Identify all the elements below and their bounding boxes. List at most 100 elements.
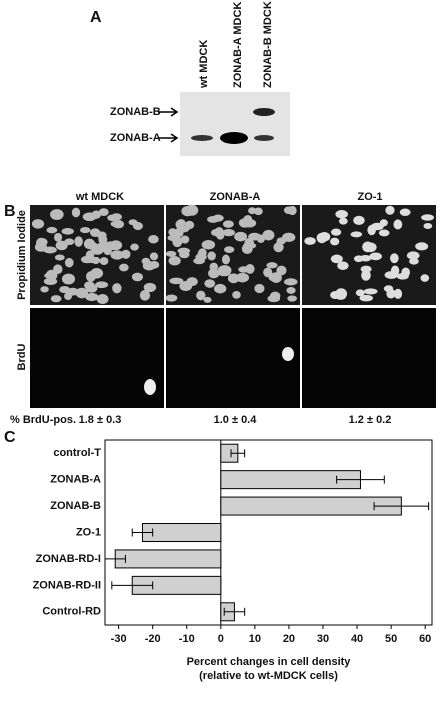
nucleus	[318, 231, 331, 242]
nucleus	[287, 295, 297, 302]
nucleus	[379, 219, 388, 227]
nucleus	[139, 289, 151, 301]
nucleus	[337, 261, 349, 270]
x-tick-label: -30	[111, 633, 127, 645]
y-tick-label: ZONAB-A	[50, 474, 101, 486]
nucleus	[96, 294, 109, 305]
lane-label: ZONAB-B MDCK	[262, 1, 274, 88]
nucleus	[80, 227, 91, 234]
nucleus	[204, 279, 216, 288]
nucleus	[51, 210, 61, 217]
nucleus	[262, 229, 275, 241]
nucleus	[396, 272, 409, 280]
nucleus	[207, 215, 220, 223]
footer-value: 1.0 ± 0.4	[214, 414, 258, 426]
nucleus	[353, 255, 364, 263]
nucleus	[95, 281, 109, 289]
nucleus	[82, 212, 97, 222]
x-tick-label: 60	[419, 633, 431, 645]
nucleus	[165, 250, 177, 257]
panel-letter: B	[4, 203, 16, 220]
x-tick-label: 10	[249, 633, 261, 645]
bar-chart: -30 -20 -10 0 10 20 30 40 50 60 Percent changes in…	[33, 439, 433, 682]
nucleus	[50, 295, 62, 303]
nucleus	[64, 238, 75, 246]
micrograph	[166, 308, 300, 408]
nucleus	[273, 242, 284, 253]
nucleus	[45, 269, 58, 281]
micrographs	[30, 204, 436, 408]
y-tick-label: ZONAB-RD-I	[36, 553, 101, 565]
nucleus	[90, 267, 104, 279]
nucleus	[235, 272, 250, 283]
nucleus	[46, 226, 58, 234]
nucleus	[386, 288, 396, 299]
nucleus	[106, 241, 115, 248]
nucleus	[390, 253, 399, 264]
nucleus	[203, 296, 212, 303]
nucleus	[222, 228, 235, 237]
nucleus	[210, 229, 221, 236]
nucleus	[420, 274, 430, 282]
nucleus	[107, 214, 118, 222]
nucleus	[286, 286, 296, 294]
nucleus	[197, 250, 206, 257]
nucleus	[214, 283, 227, 294]
nucleus	[179, 281, 193, 292]
nucleus	[181, 205, 194, 217]
nucleus	[149, 252, 159, 261]
y-tick-label: control-T	[53, 447, 101, 459]
nucleus	[248, 232, 261, 241]
panel-letter: A	[90, 9, 102, 26]
nucleus	[40, 286, 49, 293]
x-tick-label: 30	[317, 633, 329, 645]
nucleus	[74, 236, 83, 247]
nucleus	[110, 220, 123, 228]
band-label: ZONAB-B	[110, 106, 161, 118]
error-bar	[223, 607, 246, 616]
error-bar	[111, 581, 154, 590]
band	[220, 132, 248, 144]
nucleus	[423, 222, 433, 230]
nucleus	[224, 246, 235, 254]
nucleus	[385, 205, 395, 215]
nucleus	[121, 249, 131, 259]
nucleus	[338, 217, 348, 225]
x-tick-label: 20	[283, 633, 295, 645]
nucleus	[234, 231, 248, 242]
arrows	[158, 107, 179, 143]
x-tick-label: -20	[145, 633, 161, 645]
nucleus	[54, 232, 63, 242]
y-tick-label: ZO-1	[76, 526, 101, 538]
column-title: wt MDCK	[75, 191, 124, 203]
error-bar	[104, 554, 126, 563]
nucleus	[90, 245, 104, 255]
footer-label: % BrdU-pos.	[10, 414, 76, 426]
nucleus	[165, 294, 178, 302]
nucleus	[75, 287, 89, 299]
nucleus	[149, 260, 160, 269]
y-tick-label: ZONAB-RD-II	[33, 579, 101, 591]
nucleus	[369, 252, 383, 261]
nucleus	[36, 237, 47, 249]
x-axis-note: (relative to wt-MDCK cells)	[199, 670, 338, 682]
nucleus	[119, 263, 129, 272]
nucleus	[207, 251, 216, 261]
footer-value: 1.8 ± 0.3	[79, 414, 122, 426]
nucleus	[330, 228, 342, 236]
nucleus	[304, 237, 316, 245]
error-bar	[131, 528, 154, 537]
nucleus	[268, 272, 281, 282]
row-title: Propidium Iodide	[16, 210, 28, 300]
nucleus	[359, 294, 374, 302]
band	[253, 108, 275, 116]
nucleus	[143, 282, 157, 293]
nucleus	[353, 215, 365, 225]
error-bar	[373, 502, 430, 511]
nucleus	[71, 207, 81, 218]
x-tick-label: 40	[351, 633, 363, 645]
column-title: ZONAB-A	[210, 191, 261, 203]
nucleus	[242, 218, 257, 228]
nucleus	[84, 256, 99, 264]
